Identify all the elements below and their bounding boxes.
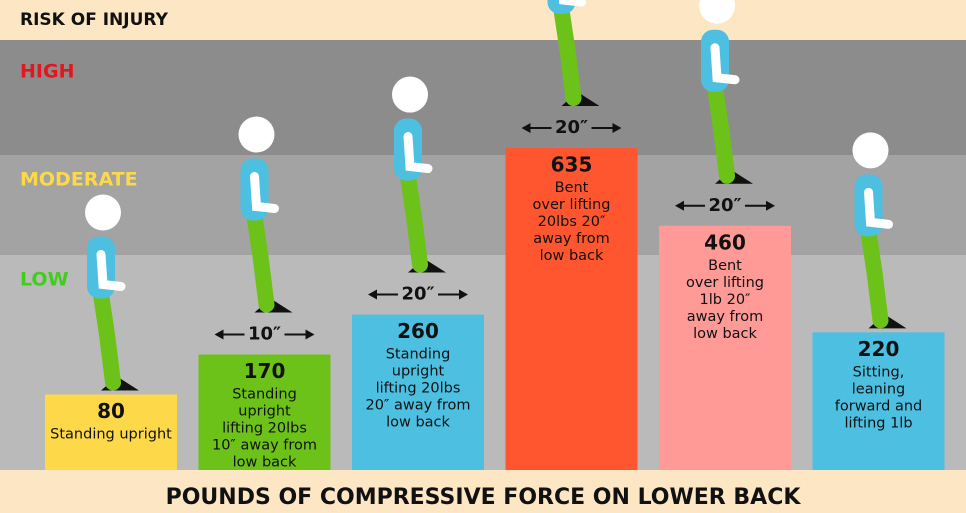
value-label: 635 <box>551 153 593 177</box>
head <box>853 132 889 168</box>
value-label: 460 <box>704 230 746 254</box>
arm <box>562 0 582 2</box>
distance-label: 20″ <box>708 195 741 216</box>
zone-label: MODERATE <box>20 169 138 191</box>
risk-label: RISK OF INJURY <box>20 10 169 30</box>
distance-label: 20″ <box>401 284 434 305</box>
value-label: 220 <box>858 337 900 361</box>
value-label: 170 <box>244 359 286 383</box>
moderate-zone <box>0 155 966 255</box>
head <box>699 0 735 24</box>
value-label: 80 <box>97 399 125 423</box>
head <box>392 77 428 113</box>
zone-label: LOW <box>20 269 69 291</box>
head <box>85 194 121 230</box>
x-axis-title: POUNDS OF COMPRESSIVE FORCE ON LOWER BAC… <box>166 485 802 510</box>
chart: RISK OF INJURY POUNDS OF COMPRESSIVE FOR… <box>0 0 966 513</box>
distance-label: 20″ <box>555 117 588 138</box>
high-zone <box>0 40 966 155</box>
head <box>239 117 275 153</box>
value-label: 260 <box>397 319 439 343</box>
distance-label: 10″ <box>248 324 281 345</box>
zone-label: HIGH <box>20 61 74 83</box>
category-label: Standing upright <box>50 426 172 442</box>
